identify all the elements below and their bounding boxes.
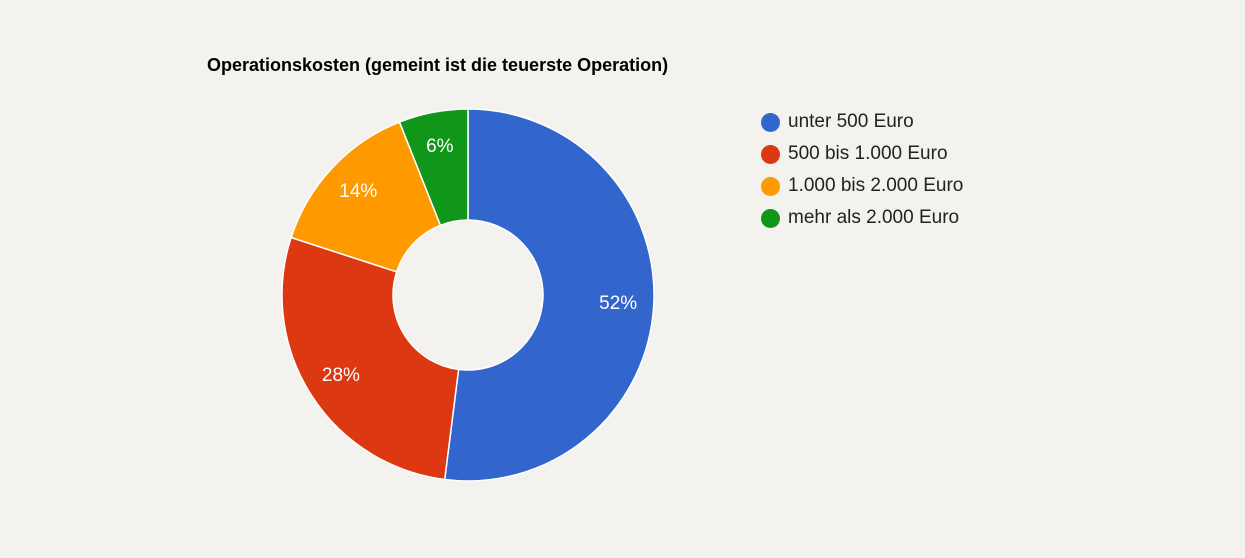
legend-item[interactable]: mehr als 2.000 Euro	[761, 202, 963, 234]
legend-label: unter 500 Euro	[788, 111, 914, 132]
slice-percent-label: 14%	[339, 180, 378, 202]
slice-percent-label: 6%	[426, 136, 454, 158]
legend-label: 500 bis 1.000 Euro	[788, 143, 948, 164]
chart-title: Operationskosten (gemeint ist die teuers…	[207, 55, 669, 75]
donut-slice[interactable]	[290, 121, 442, 273]
legend-label: mehr als 2.000 Euro	[788, 207, 960, 228]
legend-item[interactable]: 1.000 bis 2.000 Euro	[761, 170, 963, 202]
legend-item[interactable]: unter 500 Euro	[761, 106, 963, 138]
donut-slice[interactable]	[281, 236, 460, 481]
legend-dot-icon	[761, 112, 780, 132]
legend-dot-icon	[761, 208, 780, 228]
slice-percent-label: 52%	[599, 293, 638, 315]
legend: unter 500 Euro 500 bis 1.000 Euro 1.000 …	[761, 106, 963, 234]
legend-dot-icon	[761, 176, 780, 196]
donut-slice[interactable]	[443, 108, 655, 482]
legend-item[interactable]: 500 bis 1.000 Euro	[761, 138, 963, 170]
slice-percent-label: 28%	[321, 364, 360, 386]
legend-label: 1.000 bis 2.000 Euro	[788, 175, 964, 196]
donut-slice[interactable]	[398, 108, 469, 227]
legend-dot-icon	[761, 144, 780, 164]
